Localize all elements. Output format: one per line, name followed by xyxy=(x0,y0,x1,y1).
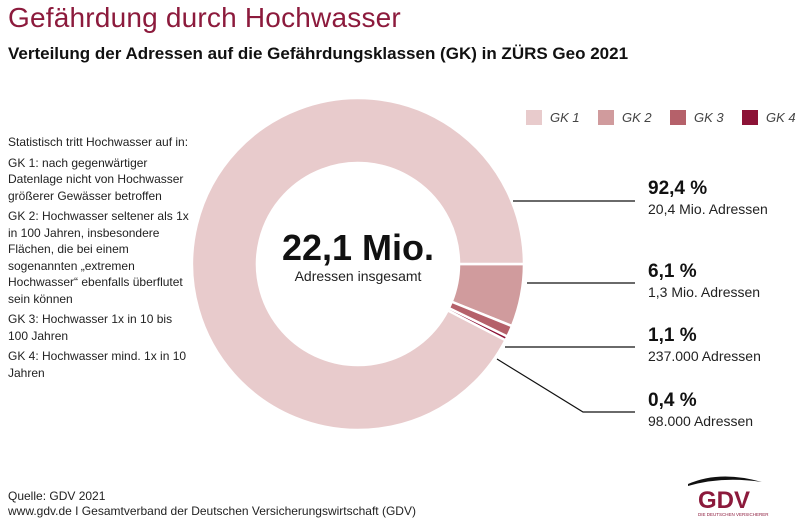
legend-swatch xyxy=(526,110,542,125)
legend-item-gk4: GK 4 xyxy=(742,110,800,125)
svg-text:GDV: GDV xyxy=(698,487,750,514)
data-label-gk2: 6,1 % 1,3 Mio. Adressen xyxy=(648,261,760,301)
legend-swatch xyxy=(670,110,686,125)
address-label: 20,4 Mio. Adressen xyxy=(648,201,768,217)
explanation-gk1: GK 1: nach gegenwärtiger Datenlage nicht… xyxy=(8,155,184,203)
legend-label: GK 2 xyxy=(622,110,652,125)
explanation-gk2: GK 2: Hochwasser seltener als 1x in 100 … xyxy=(8,209,189,306)
legend-swatch xyxy=(598,110,614,125)
source-text: Quelle: GDV 2021 xyxy=(8,489,106,503)
legend-label: GK 3 xyxy=(694,110,724,125)
explanation-gk4: GK 4: Hochwasser mind. 1x in 10 Jahren xyxy=(8,349,187,380)
address-label: 98.000 Adressen xyxy=(648,413,754,429)
legend-item-gk2: GK 2 xyxy=(598,110,670,125)
publisher-text: www.gdv.de I Gesamtverband der Deutschen… xyxy=(8,504,416,518)
legend-label: GK 4 xyxy=(766,110,796,125)
percent-label: 6,1 % xyxy=(648,261,697,282)
donut-slice-gk1 xyxy=(190,96,526,432)
legend-swatch xyxy=(742,110,758,125)
data-label-gk1: 92,4 % 20,4 Mio. Adressen xyxy=(648,178,768,218)
percent-label: 0,4 % xyxy=(648,390,697,411)
address-label: 1,3 Mio. Adressen xyxy=(648,284,761,300)
svg-text:DIE DEUTSCHEN VERSICHERER: DIE DEUTSCHEN VERSICHERER xyxy=(698,512,769,517)
percent-label: 92,4 % xyxy=(648,178,708,199)
page-title: Gefährdung durch Hochwasser xyxy=(8,2,401,33)
total-label: Adressen insgesamt xyxy=(294,268,422,284)
address-label: 237.000 Adressen xyxy=(648,348,761,364)
legend-item-gk3: GK 3 xyxy=(670,110,742,125)
total-value: 22,1 Mio. xyxy=(281,227,435,268)
percent-label: 1,1 % xyxy=(648,325,697,346)
data-label-gk3: 1,1 % 237.000 Adressen xyxy=(648,325,761,365)
legend-item-gk1: GK 1 xyxy=(526,110,598,125)
footer: Quelle: GDV 2021 www.gdv.de I Gesamtverb… xyxy=(8,489,416,519)
explanation-intro: Statistisch tritt Hochwasser auf in: xyxy=(8,135,189,149)
data-label-gk4: 0,4 % 98.000 Adressen xyxy=(648,390,753,430)
legend-label: GK 1 xyxy=(550,110,580,125)
gdv-logo: GDV DIE DEUTSCHEN VERSICHERER xyxy=(688,476,769,517)
explanation-gk3: GK 3: Hochwasser 1x in 10 bis 100 Jahren xyxy=(8,312,173,343)
donut-center: 22,1 Mio. Adressen insgesamt xyxy=(258,227,458,285)
explanation-text: Statistisch tritt Hochwasser auf in: GK … xyxy=(8,134,193,385)
leader-line-gk4 xyxy=(496,358,635,413)
page-subtitle: Verteilung der Adressen auf die Gefährdu… xyxy=(8,44,629,63)
legend: GK 1 GK 2 GK 3 GK 4 xyxy=(526,110,800,125)
